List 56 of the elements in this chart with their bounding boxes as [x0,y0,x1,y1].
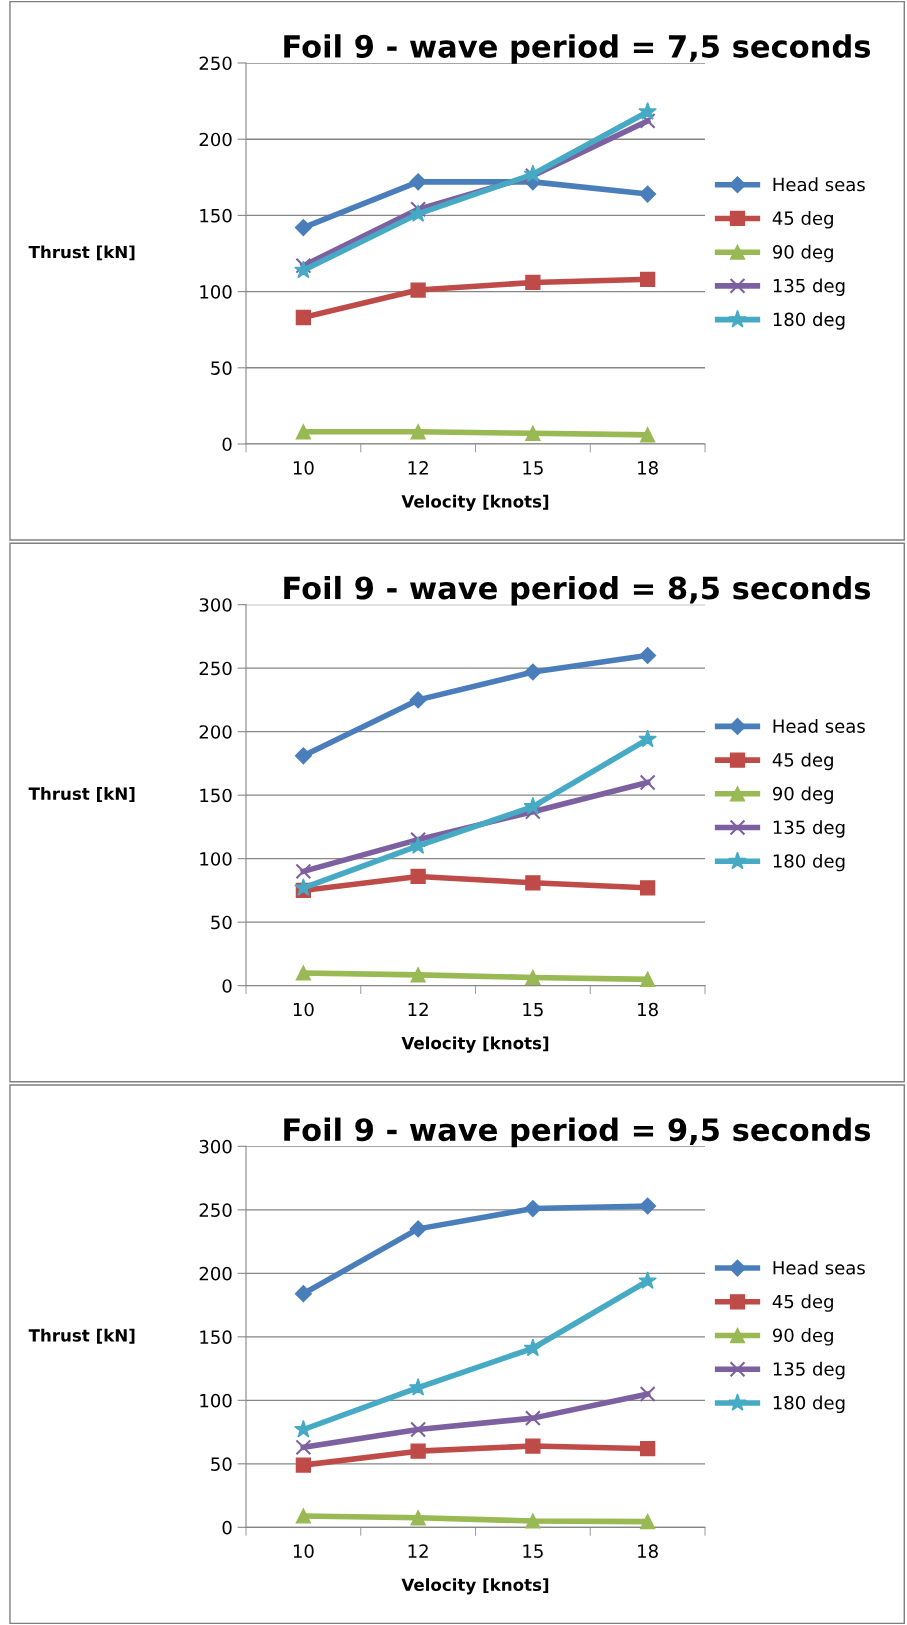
legend-label: 180 deg [773,1395,845,1414]
legend-label: Head seas [773,177,865,192]
x-tick-label: 18 [638,460,658,475]
y-tick-label: 50 [211,361,232,375]
y-tick-label: 100 [200,285,232,299]
x-tick-label: 12 [408,1002,428,1017]
x-tick-label: 12 [408,460,428,475]
legend-label: 45 deg [772,1294,833,1312]
legend-label: 180 deg [773,312,845,330]
legend-label: 135 deg [773,820,845,838]
x-axis-title: Velocity [knots] [401,1578,549,1595]
chart-title: Foil 9 - wave period = 8,5 seconds [284,575,871,606]
y-tick-label: 0 [222,437,232,452]
y-axis-title: Thrust [kN] [28,787,135,802]
chart-title: Foil 9 - wave period = 7,5 seconds [284,34,871,64]
x-tick-label: 18 [638,1544,658,1558]
legend-label: 180 deg [773,853,845,872]
y-tick-label: 300 [199,598,232,612]
y-tick-label: 100 [200,1393,232,1408]
y-axis-title: Thrust [kN] [28,245,135,261]
y-tick-label: 100 [200,852,232,866]
legend-label: 45 deg [772,211,833,229]
y-tick-label: 150 [200,1330,232,1344]
legend-label: 135 deg [773,1361,845,1380]
y-tick-label: 50 [211,915,232,930]
x-tick-label: 15 [523,1544,543,1558]
y-tick-label: 0 [222,979,232,993]
legend-label: 45 deg [772,752,833,771]
chart-title: Foil 9 - wave period = 9,5 seconds [284,1117,871,1148]
y-tick-label: 250 [199,1203,232,1217]
x-tick-label: 10 [293,460,314,475]
y-tick-label: 200 [199,1266,232,1281]
legend-label: 90 deg [772,786,833,804]
x-tick-label: 15 [523,461,543,475]
y-tick-label: 200 [199,132,232,147]
legend-label: 90 deg [772,244,833,263]
x-axis-title: Velocity [knots] [401,1036,549,1053]
y-tick-label: 150 [200,788,232,803]
y-tick-label: 200 [199,725,232,739]
y-tick-label: 150 [200,208,232,223]
y-tick-label: 250 [199,56,232,71]
legend-label: Head seas [773,1260,865,1275]
x-axis-title: Velocity [knots] [401,494,549,512]
legend-label: 135 deg [773,278,845,296]
y-tick-label: 300 [199,1139,232,1154]
x-tick-label: 12 [408,1544,428,1558]
y-tick-label: 0 [222,1520,232,1535]
y-tick-label: 50 [211,1457,232,1471]
x-tick-label: 10 [293,1544,314,1558]
legend-label: 90 deg [772,1328,833,1346]
legend-label: Head seas [773,718,865,733]
x-tick-label: 10 [293,1002,314,1017]
y-tick-label: 250 [199,661,232,676]
x-tick-label: 18 [638,1002,658,1017]
x-tick-label: 15 [523,1002,543,1017]
y-axis-title: Thrust [kN] [28,1328,135,1344]
